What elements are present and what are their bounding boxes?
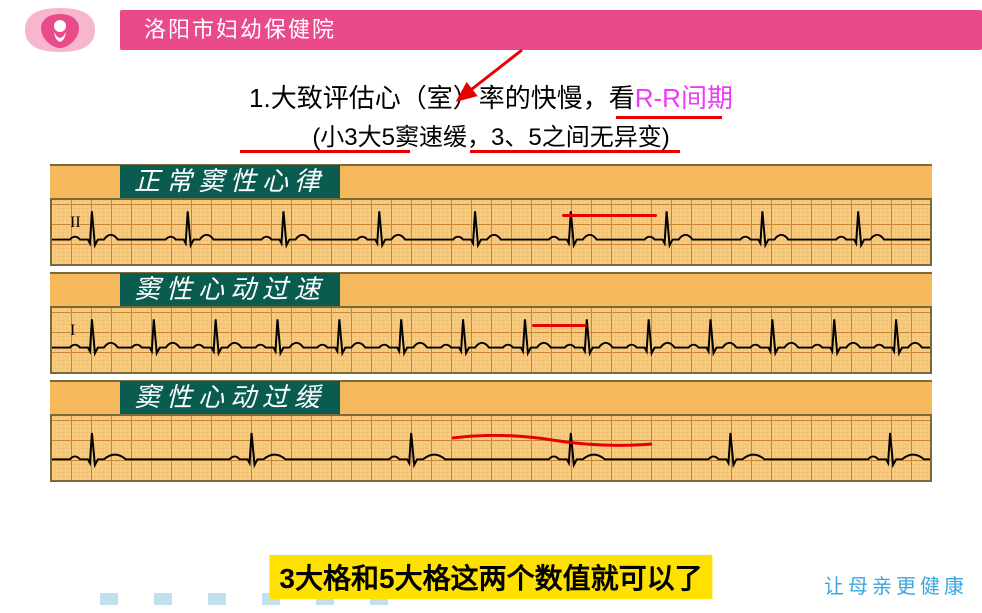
annotation-underline [240,150,410,153]
heading-line-1: 1.大致评估心（室）率的快慢，看R-R间期 [0,78,982,115]
heading-line1-mark: 室 [427,83,453,113]
ecg-trace [52,308,930,372]
annotation-rr-mark [532,324,587,327]
heading-line-2: (小3大5窦速缓，3、5之间无异变) [0,117,982,152]
slide-heading: 1.大致评估心（室）率的快慢，看R-R间期 (小3大5窦速缓，3、5之间无异变) [0,78,982,152]
ecg-block: 窦性心动过速I [50,272,932,374]
ecg-label-row: 窦性心动过缓 [50,380,932,414]
ecg-label: 窦性心动过缓 [120,381,340,415]
footer-slogan: 让母亲更健康 [824,570,968,599]
annotation-rr-mark [562,214,657,217]
subtitle-text: 3大格和5大格这两个数值就可以了 [279,563,702,594]
annotation-rr-mark [452,434,652,458]
slide-header: 洛阳市妇幼保健院 [0,0,982,60]
heading-line1-post: ）率的快慢，看 [453,83,635,113]
ecg-label: 窦性心动过速 [120,273,340,307]
ecg-block: 窦性心动过缓 [50,380,932,482]
org-title: 洛阳市妇幼保健院 [144,17,336,42]
ecg-trace [52,200,930,264]
ecg-label-row: 正常窦性心律 [50,164,932,198]
org-title-bar: 洛阳市妇幼保健院 [120,10,982,50]
heading-line1-pre: 1.大致评估心（ [249,83,427,113]
ecg-label: 正常窦性心律 [120,165,340,199]
heading-rr-term: R-R间期 [635,83,733,113]
annotation-underline [616,116,722,119]
annotation-underline [470,150,680,153]
ecg-block: 正常窦性心律II [50,164,932,266]
ecg-container: 正常窦性心律II窦性心动过速I窦性心动过缓 [50,164,932,482]
org-logo [0,0,120,60]
ecg-strip: I [50,306,932,374]
ecg-strip [50,414,932,482]
ecg-label-row: 窦性心动过速 [50,272,932,306]
subtitle-caption: 3大格和5大格这两个数值就可以了 [269,555,712,599]
ecg-strip: II [50,198,932,266]
